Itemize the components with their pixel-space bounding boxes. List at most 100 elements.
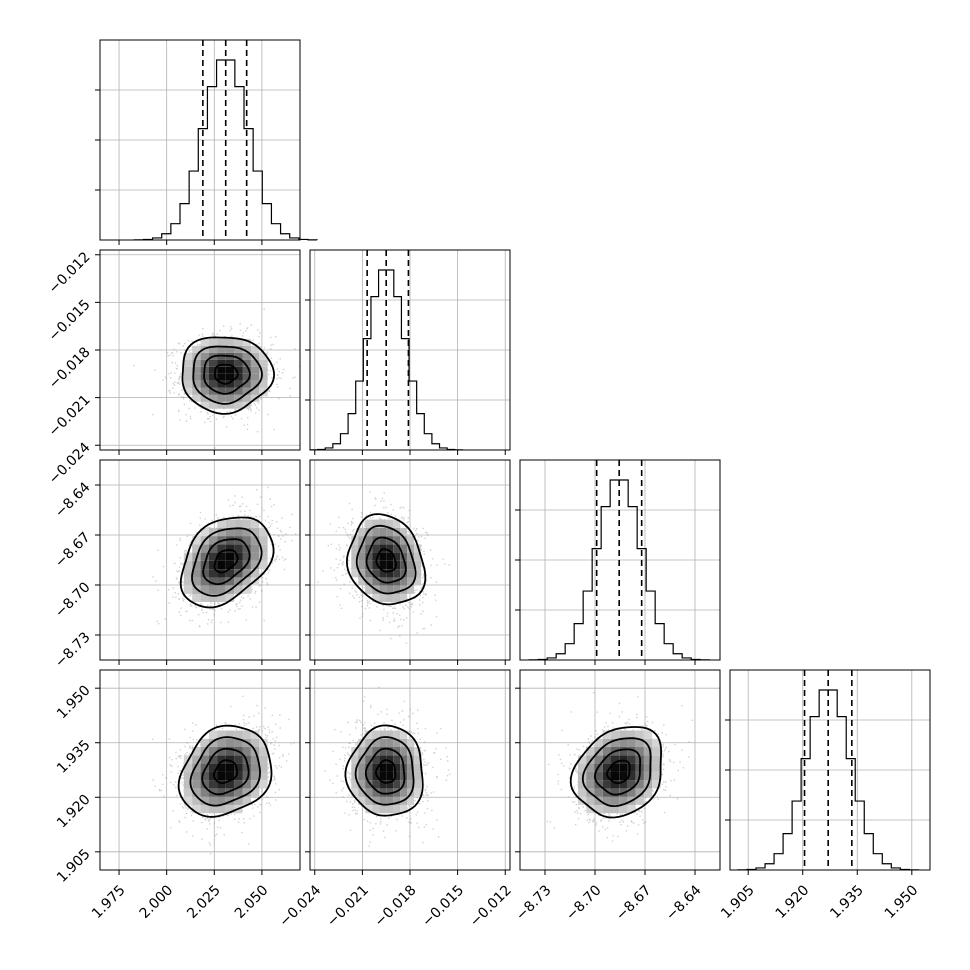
density-cell [200,755,209,764]
histogram-panel-1 [305,249,511,451]
density-cell [386,780,394,789]
contour-line [606,759,631,785]
density-cell [259,352,268,360]
density-cell [217,519,226,528]
density-cell [242,788,251,797]
density-cell [643,763,653,772]
density-cell [372,780,380,789]
density-cell [250,536,260,545]
density-cell [372,593,380,602]
density-cell [209,536,218,545]
density-cell [358,763,366,772]
density-cell [372,519,380,528]
density-cell [379,796,387,805]
density-cell [627,738,636,748]
contour-line [181,336,276,415]
x-tick-label: 1.935 [827,882,867,922]
density-cell [200,552,209,561]
density-cell [192,780,201,789]
density-cell [217,366,226,374]
x-tick-label: −8.70 [563,882,605,924]
density-cell [217,345,226,353]
density-cell [643,788,653,797]
density-cell [393,780,401,789]
density-cell [619,804,628,814]
density-cell [200,394,209,402]
density-cell [643,771,653,781]
density-cell [610,763,620,772]
density-cell [183,788,193,797]
density-cell [619,747,628,756]
density-cell [386,569,394,578]
density-cell [379,763,387,772]
density-cell [379,519,387,528]
density-cell [652,738,661,748]
density-cell [192,796,201,805]
density-cell [577,788,587,797]
density-cell [386,763,394,772]
density-cell [242,771,251,781]
density-cell [209,552,218,561]
density-cell [200,380,209,388]
density-cell [351,763,359,772]
density-cell [225,387,235,395]
density-cell [619,763,628,772]
density-cell [602,796,611,805]
density-cell [217,373,226,381]
density-cell [234,755,243,764]
density-cell [225,527,235,537]
density-cell [259,359,268,367]
density-cell [225,788,235,797]
density-panel-3-0 [99,669,301,871]
density-cell [372,738,380,748]
density-cell [400,730,408,739]
density-cell [242,359,251,367]
density-cell [259,387,268,395]
density-cell [372,763,380,772]
density-cell [225,338,235,346]
density-cell [358,738,366,748]
panel-frame [99,669,301,871]
density-cell [209,387,218,395]
density-cell [192,380,201,388]
density-cell [250,519,260,528]
density-cell [209,380,218,388]
density-cell [200,780,209,789]
density-cell [393,544,401,553]
density-cell [242,527,251,537]
density-cell [379,527,387,537]
density-cell [577,771,587,781]
density-cell [652,763,661,772]
density-cell [192,747,201,756]
contour-line [364,747,406,795]
x-tick-label: 2.000 [137,882,177,922]
density-cell [259,373,268,381]
density-cell [200,738,209,748]
x-tick-label: 1.975 [89,882,129,922]
density-cell [225,763,235,772]
contour-line [354,736,415,806]
density-cell [234,366,243,374]
density-cell [200,544,209,553]
density-cell [250,380,260,388]
density-cell [250,359,260,367]
density-cell [225,519,235,528]
density-cell [407,747,415,756]
x-tick-label: 1.905 [718,882,758,922]
density-cell [586,755,595,764]
density-cell [225,345,235,353]
density-cell [183,352,193,360]
density-cell [365,788,373,797]
density-cell [386,527,394,537]
density-cell [209,394,218,402]
density-cell [393,536,401,545]
density-cell [259,366,268,374]
x-tick-label: −0.012 [467,882,515,930]
density-cell [217,401,226,409]
contour-line [189,736,261,807]
density-cell [200,763,209,772]
density-cell [586,796,595,805]
density-cell [225,577,235,586]
density-cell [602,780,611,789]
density-cell [183,771,193,781]
